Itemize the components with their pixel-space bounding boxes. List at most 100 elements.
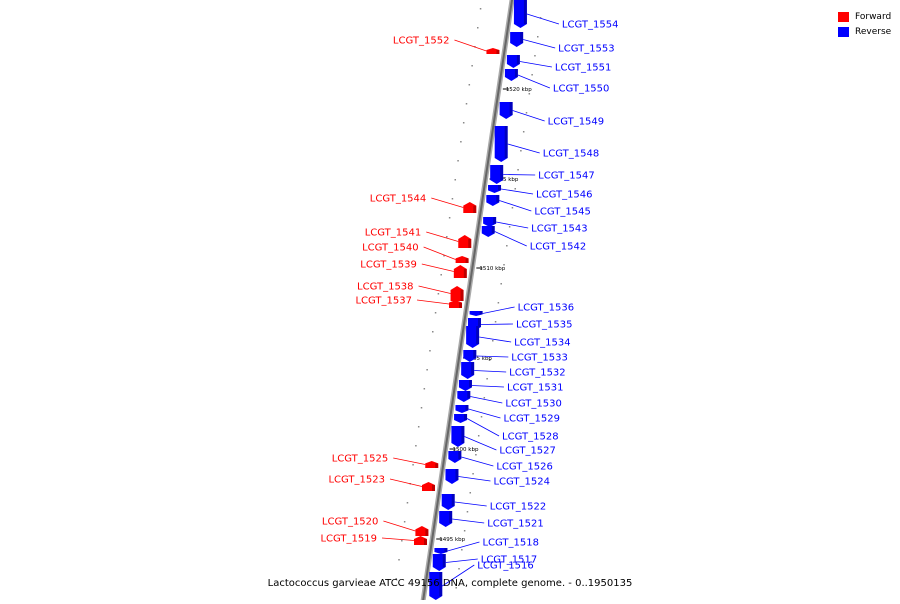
gene-lcgt-1517[interactable]	[432, 554, 446, 571]
gene-label[interactable]: LCGT_1525	[332, 454, 389, 465]
gene-lcgt-1529[interactable]	[455, 405, 469, 413]
gene-label[interactable]: LCGT_1545	[534, 207, 591, 218]
gene-lcgt-1541[interactable]	[458, 235, 472, 248]
gene-lcgt-1550[interactable]	[504, 69, 518, 81]
gene-label[interactable]: LCGT_1533	[511, 353, 568, 364]
gene-label[interactable]: LCGT_1551	[555, 63, 612, 74]
gene-label[interactable]: LCGT_1550	[553, 84, 610, 95]
gene-lcgt-1538[interactable]	[450, 286, 464, 301]
gene-lcgt-1553[interactable]	[510, 32, 524, 47]
gene-leader-line	[507, 143, 540, 154]
gene-lcgt-1526[interactable]	[448, 451, 462, 463]
gene-label[interactable]: LCGT_1526	[496, 462, 553, 473]
gene-label[interactable]: LCGT_1522	[490, 502, 547, 513]
gene-label[interactable]: LCGT_1553	[558, 44, 615, 55]
gene-label[interactable]: LCGT_1527	[499, 446, 556, 457]
gene-label[interactable]: LCGT_1544	[370, 194, 427, 205]
gene-body	[504, 69, 518, 81]
gene-lcgt-1523[interactable]	[421, 482, 435, 491]
gene-body	[486, 48, 500, 54]
map-caption: Lactococcus garvieae ATCC 49156 DNA, com…	[267, 578, 633, 589]
gene-lcgt-1547[interactable]	[490, 165, 504, 184]
gene-label[interactable]: LCGT_1535	[516, 320, 573, 331]
gene-lcgt-1521[interactable]	[439, 511, 453, 527]
gene-body	[434, 548, 448, 554]
gene-label[interactable]: LCGT_1539	[360, 260, 417, 271]
gene-label[interactable]: LCGT_1547	[538, 171, 595, 182]
gene-lcgt-1554[interactable]	[513, 0, 527, 28]
gene-lcgt-1543[interactable]	[483, 217, 497, 227]
gene-lcgt-1516[interactable]	[429, 572, 443, 600]
gene-label[interactable]: LCGT_1542	[530, 242, 587, 253]
track-dot	[446, 236, 448, 238]
gene-lcgt-1530[interactable]	[457, 391, 471, 402]
gene-label[interactable]: LCGT_1518	[482, 538, 539, 549]
gene-leader-line	[442, 564, 475, 587]
gene-label[interactable]: LCGT_1519	[320, 534, 377, 545]
gene-label[interactable]: LCGT_1534	[514, 338, 571, 349]
track-dot	[500, 283, 502, 285]
gene-label[interactable]: LCGT_1517	[481, 555, 538, 566]
gene-shade	[465, 258, 469, 263]
gene-label[interactable]: LCGT_1524	[493, 477, 550, 488]
gene-shade	[451, 494, 455, 506]
gene-lcgt-1551[interactable]	[506, 55, 520, 68]
gene-shade	[491, 226, 495, 234]
gene-body	[445, 469, 459, 484]
gene-label[interactable]: LCGT_1537	[355, 296, 412, 307]
gene-lcgt-1539[interactable]	[453, 265, 467, 278]
gene-lcgt-1546[interactable]	[488, 185, 502, 193]
gene-lcgt-1524[interactable]	[445, 469, 459, 484]
gene-label[interactable]: LCGT_1548	[543, 149, 600, 160]
track-dot	[503, 264, 505, 266]
track-dot	[517, 169, 519, 171]
gene-label[interactable]: LCGT_1538	[357, 282, 414, 293]
gene-lcgt-1545[interactable]	[486, 195, 500, 206]
gene-shade	[463, 269, 467, 278]
track-dot	[460, 141, 462, 143]
gene-label[interactable]: LCGT_1532	[509, 368, 566, 379]
gene-lcgt-1544[interactable]	[463, 202, 477, 213]
gene-lcgt-1548[interactable]	[494, 126, 508, 162]
gene-shade	[516, 55, 520, 64]
gene-lcgt-1519[interactable]	[414, 536, 428, 545]
gene-label[interactable]: LCGT_1520	[322, 517, 379, 528]
gene-leader-line	[476, 355, 509, 358]
gene-lcgt-1533[interactable]	[463, 350, 477, 362]
gene-body	[483, 217, 497, 227]
gene-lcgt-1518[interactable]	[434, 548, 448, 554]
gene-lcgt-1532[interactable]	[461, 362, 475, 379]
gene-label[interactable]: LCGT_1530	[505, 399, 562, 410]
gene-lcgt-1552[interactable]	[486, 48, 500, 54]
gene-lcgt-1527[interactable]	[451, 426, 465, 447]
gene-label[interactable]: LCGT_1554	[562, 20, 619, 31]
gene-lcgt-1549[interactable]	[499, 102, 513, 119]
gene-label[interactable]: LCGT_1549	[548, 117, 605, 128]
gene-label[interactable]: LCGT_1543	[531, 224, 588, 235]
gene-lcgt-1531[interactable]	[458, 380, 472, 391]
track-dot	[415, 445, 417, 447]
gene-lcgt-1520[interactable]	[415, 526, 429, 536]
gene-label[interactable]: LCGT_1516	[477, 561, 534, 572]
gene-lcgt-1542[interactable]	[481, 226, 495, 237]
gene-label[interactable]: LCGT_1528	[502, 432, 559, 443]
gene-label[interactable]: LCGT_1536	[518, 303, 575, 314]
gene-label[interactable]: LCGT_1529	[503, 414, 560, 425]
gene-lcgt-1522[interactable]	[441, 494, 455, 510]
gene-lcgt-1525[interactable]	[425, 461, 439, 468]
gene-leader-line	[454, 39, 487, 52]
gene-label[interactable]: LCGT_1521	[487, 519, 544, 530]
gene-lcgt-1528[interactable]	[454, 414, 468, 423]
gene-lcgt-1537[interactable]	[449, 300, 463, 308]
track-dot	[486, 378, 488, 380]
gene-lcgt-1536[interactable]	[469, 311, 483, 316]
gene-lcgt-1534[interactable]	[466, 326, 480, 348]
gene-label[interactable]: LCGT_1531	[507, 383, 564, 394]
gene-lcgt-1540[interactable]	[455, 256, 469, 263]
gene-label[interactable]: LCGT_1541	[365, 228, 422, 239]
gene-label[interactable]: LCGT_1552	[393, 36, 450, 47]
gene-label[interactable]: LCGT_1540	[362, 243, 419, 254]
gene-label[interactable]: LCGT_1523	[328, 475, 385, 486]
gene-leader-line	[426, 231, 459, 242]
gene-label[interactable]: LCGT_1546	[536, 190, 593, 201]
